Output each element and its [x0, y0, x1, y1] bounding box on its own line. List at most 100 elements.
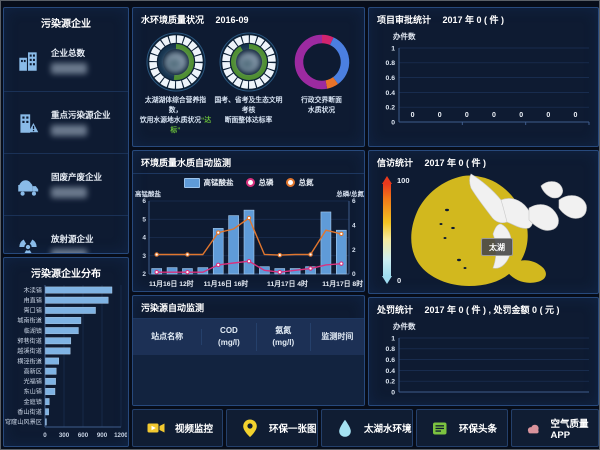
building-icon: [19, 51, 37, 71]
sidebar-item-label: 固废产废企业: [51, 172, 103, 182]
water-quality-panel: 水环境质量状况 2016-09 太湖湖体综合营养指数， 饮用水源地水质状况“达标…: [132, 7, 365, 147]
table-body-empty: [133, 355, 364, 405]
col-label: 氨氮: [275, 326, 292, 335]
svg-text:0.4: 0.4: [386, 90, 396, 97]
col-ammonia: 氨氮 (mg/l): [257, 323, 311, 351]
env-headlines-button[interactable]: 环保头条: [416, 409, 508, 447]
svg-text:0.2: 0.2: [386, 105, 396, 112]
svg-text:300: 300: [59, 432, 70, 439]
taihu-map: 100 0 太湖: [369, 172, 598, 292]
sidebar-item-radiation[interactable]: 放射源企业: [4, 216, 128, 253]
scale-max-label: 100: [397, 176, 410, 185]
svg-text:900: 900: [97, 432, 108, 439]
svg-text:金庭镇: 金庭镇: [23, 398, 42, 406]
svg-text:0: 0: [43, 432, 47, 439]
penalty-stats-panel: 处罚统计 2017 年 0 ( 件 ) , 处罚金额 0 ( 元 ) 办件数 1…: [368, 297, 599, 406]
penalty-title: 处罚统计 2017 年 0 ( 件 ) , 处罚金额 0 ( 元 ): [369, 298, 598, 319]
svg-text:1: 1: [391, 45, 395, 52]
period-text: 2017 年 0 ( 件 ): [424, 158, 487, 168]
blurred-value: [51, 249, 87, 253]
gauge-assessment-rate: 国考、省考及生态文明考核 断面整体达标率: [212, 31, 285, 135]
env-map-button[interactable]: 环保一张图: [226, 409, 318, 447]
y-axis-label: 办件数: [393, 322, 416, 331]
col-label: COD: [220, 326, 238, 335]
water-quality-title-text: 水环境质量状况: [141, 15, 205, 25]
svg-text:0.6: 0.6: [386, 75, 396, 82]
svg-text:0: 0: [391, 389, 395, 396]
svg-text:临湖镇: 临湖镇: [23, 327, 42, 335]
svg-text:0: 0: [492, 112, 496, 119]
svg-text:胥口镇: 胥口镇: [23, 307, 42, 315]
legend-label: 总氮: [298, 178, 314, 187]
sidebar-items: 企业总数 重点污染源企业: [4, 30, 128, 253]
pollution-sources-panel: 污染源企业 企业总数: [3, 7, 129, 254]
pollution-table-title: 污染源自动监测: [133, 296, 364, 319]
svg-text:0: 0: [391, 119, 395, 126]
legend-swatch: [285, 178, 295, 187]
water-drop-icon: [339, 419, 351, 437]
heat-scale-bar: [383, 184, 391, 276]
video-monitor-button[interactable]: 视频监控: [132, 409, 223, 447]
period-text: 2017 年 0 ( 件 ): [442, 15, 505, 25]
col-station-name: 站点名称: [133, 329, 203, 345]
combo-chart: 高锰酸盐 总磷/总氮 2 3 4 5 6 0 2 4 6 11月16日 12时 11月16日 16时 11…: [135, 189, 364, 288]
legend-item-nitrogen[interactable]: 总氮: [285, 177, 314, 188]
gauge-taihu-nutrition: 太湖湖体综合营养指数， 饮用水源地水质状况“达标”: [139, 31, 212, 135]
svg-text:高新区: 高新区: [23, 367, 42, 375]
legend-item-phosphorus[interactable]: 总磷: [245, 177, 274, 188]
gauge-chart: [146, 32, 205, 92]
petition-stats-panel: 信访统计 2017 年 0 ( 件 ) 100 0: [368, 150, 599, 294]
svg-text:4: 4: [352, 223, 356, 230]
gauge-label-line2: 饮用水源地水质状况: [139, 116, 201, 124]
table-header: 站点名称 COD (mg/l) 氨氮 (mg/l) 监测时间: [133, 319, 364, 355]
map-svg: [411, 173, 587, 286]
col-unit: (mg/l): [218, 338, 240, 347]
donut-label: 行政交界断面 水质状况: [301, 96, 342, 116]
svg-text:2: 2: [352, 247, 356, 254]
svg-text:0.6: 0.6: [386, 357, 396, 364]
svg-text:总磷/总氮: 总磷/总氮: [336, 189, 364, 198]
legend-label: 总磷: [258, 178, 274, 187]
legend-label: 高锰酸盐: [203, 178, 234, 187]
project-approval-panel: 项目审批统计 2017 年 0 ( 件 ) 办件数 1 0.8 0.6 0.4 0.2 0…: [368, 7, 599, 147]
svg-text:600: 600: [78, 432, 89, 439]
sidebar-item-key-pollution[interactable]: 重点污染源企业: [4, 92, 128, 154]
svg-text:0.8: 0.8: [386, 346, 396, 353]
button-label: 视频监控: [175, 424, 214, 435]
col-cod: COD (mg/l): [202, 323, 257, 351]
distribution-chart-title: 污染源企业分布: [31, 269, 101, 280]
map-pin-icon: [243, 419, 257, 437]
air-quality-app-button[interactable]: 空气质量APP: [511, 409, 599, 447]
svg-text:1: 1: [391, 335, 395, 342]
map-tooltip-taihu: 太湖: [481, 238, 513, 256]
blurred-value: [51, 63, 87, 74]
svg-text:11月16日 12时: 11月16日 12时: [149, 279, 194, 288]
button-label: 环保头条: [459, 424, 498, 435]
building-alert-icon: [20, 113, 39, 133]
title-text: 处罚统计: [377, 305, 414, 315]
taihu-water-button[interactable]: 太湖水环境: [321, 409, 413, 447]
gauge-label: 太湖湖体综合营养指数， 饮用水源地水质状况“达标”: [139, 96, 212, 135]
svg-text:高锰酸盐: 高锰酸盐: [135, 189, 162, 198]
svg-text:0.8: 0.8: [386, 60, 396, 67]
donut-label-line1: 行政交界断面: [301, 97, 342, 104]
gauge-label-line2: 断面整体达标率: [224, 116, 273, 124]
legend-swatch: [245, 178, 255, 187]
col-label: 站点名称: [151, 332, 184, 341]
legend-item-permanganate[interactable]: 高锰酸盐: [183, 177, 234, 188]
gauge-label-line1: 国考、省考及生态文明考核: [214, 97, 283, 114]
svg-text:郭巷街道: 郭巷街道: [17, 337, 42, 345]
sidebar-item-solid-waste[interactable]: 固废产废企业: [4, 154, 128, 216]
standard-met-badge: “达标”: [170, 116, 212, 134]
col-monitor-time: 监测时间: [311, 329, 364, 345]
blurred-value: [51, 125, 87, 136]
sidebar-item-enterprise-total[interactable]: 企业总数: [4, 30, 128, 92]
scale-top-arrow: [382, 176, 392, 184]
svg-text:0: 0: [438, 112, 442, 119]
svg-text:1200: 1200: [114, 432, 127, 439]
sidebar-item-label: 企业总数: [51, 48, 86, 58]
svg-text:横泾街道: 横泾街道: [17, 357, 42, 365]
svg-text:越溪街道: 越溪街道: [17, 347, 42, 355]
donut-chart: [294, 34, 349, 90]
col-unit: (mg/l): [272, 338, 295, 347]
